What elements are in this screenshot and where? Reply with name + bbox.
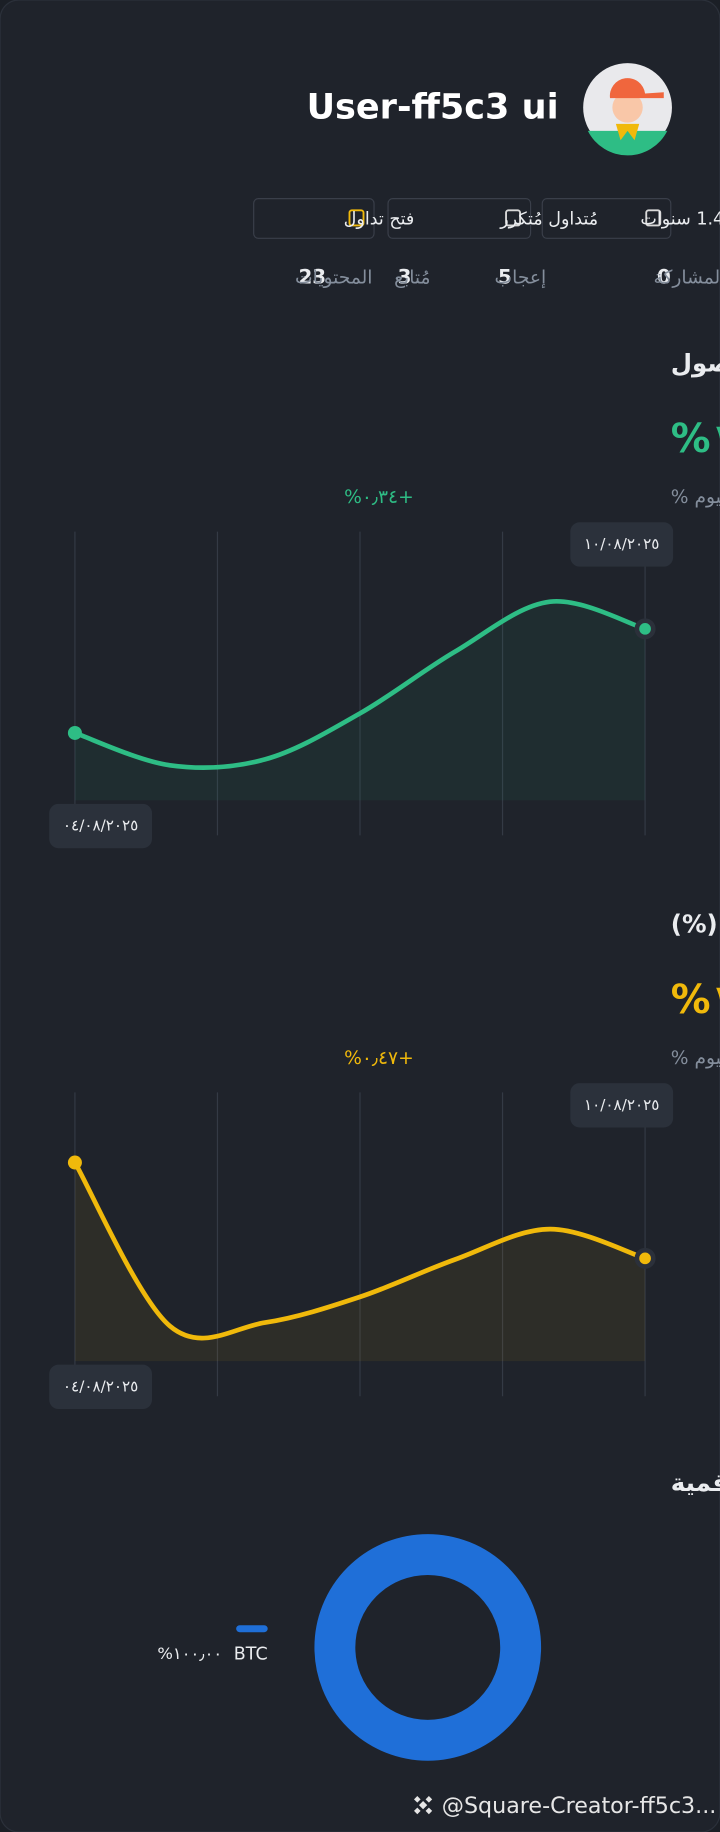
badge: [541, 198, 672, 239]
line-chart: تحليل الأصول +١٠٫٦٣% +٠٫٣٤% أرباح وخسائر ال…: [49, 348, 720, 849]
donut-chart: تخصيص العملات الرقمية BTC %١٠٠٫٠٠: [157, 1468, 720, 1761]
change-value: +١٫٨٥%: [671, 977, 720, 1023]
daily-label: أرباح وخسائر اليوم %: [671, 1045, 720, 1069]
area: [74, 601, 646, 801]
donut-slice: [314, 1534, 542, 1761]
legend-label: BTC: [234, 1644, 268, 1664]
badge-icon: [348, 209, 365, 227]
stat-label: المحتويات: [295, 268, 373, 289]
end-point: [634, 1247, 656, 1269]
badge: [253, 198, 375, 239]
date-tooltip: [570, 1083, 674, 1128]
line-chart: الربح والخسارة التراكمية (%) +١٫٨٥% +٠٫٤٧%…: [49, 909, 720, 1410]
charts: تحليل الأصول +١٠٫٦٣% +٠٫٣٤% أرباح وخسائر ال…: [49, 348, 720, 1761]
line: [72, 599, 648, 770]
start-point: [67, 725, 82, 740]
badge-label: فتح تداول: [344, 210, 415, 230]
date-label: ٠٤/٠٨/٢٠٢٥: [63, 817, 138, 835]
date-tooltip: [570, 522, 674, 567]
section-title: تخصيص العملات الرقمية: [671, 1468, 720, 1497]
stat-label: إعجاب: [495, 268, 547, 289]
end-point: [634, 618, 656, 640]
section-title: تحليل الأصول: [671, 348, 720, 378]
date-label: ٠٤/٠٨/٢٠٢٥: [63, 1377, 138, 1395]
footer-handle: @Square-Creator-ff5c3...: [442, 1793, 717, 1819]
stat-label: تمت المشاركة: [653, 268, 720, 289]
date-label: ١٠/٠٨/٢٠٢٥: [584, 535, 659, 553]
stat-label: مُتابع: [394, 268, 431, 289]
badge-icon: [505, 209, 522, 227]
stat-value: 5: [498, 266, 512, 289]
stat-value: 0: [657, 266, 671, 289]
avatar: [583, 63, 672, 156]
footer: @Square-Creator-ff5c3...: [414, 1793, 717, 1819]
date-tooltip: [49, 1364, 153, 1410]
date-label: ١٠/٠٨/٢٠٢٥: [584, 1096, 659, 1114]
daily-label: أرباح وخسائر اليوم %: [671, 484, 720, 508]
badges: 1.4 سنوات مُتداول مُتكرر فتح تداول: [253, 198, 720, 239]
user-name: User-ff5c3 ui: [307, 87, 559, 128]
stat-value: 3: [398, 266, 412, 289]
area: [74, 1162, 646, 1362]
legend-swatch: [236, 1625, 268, 1633]
badge-label: مُتداول مُتكرر: [499, 210, 598, 230]
line: [72, 1160, 648, 1341]
badge-icon: [645, 209, 662, 227]
section-title: الربح والخسارة التراكمية (%): [671, 909, 720, 939]
legend-value: %١٠٠٫٠٠: [157, 1644, 222, 1663]
daily-change: +٠٫٤٧%: [344, 1048, 414, 1069]
start-point: [67, 1155, 82, 1170]
badge: [387, 198, 532, 239]
change-value: +١٠٫٦٣%: [671, 416, 720, 462]
daily-change: +٠٫٣٤%: [344, 487, 414, 508]
badge-label: 1.4 سنوات: [640, 210, 720, 230]
date-tooltip: [49, 803, 153, 849]
stat-value: 23: [298, 266, 326, 289]
